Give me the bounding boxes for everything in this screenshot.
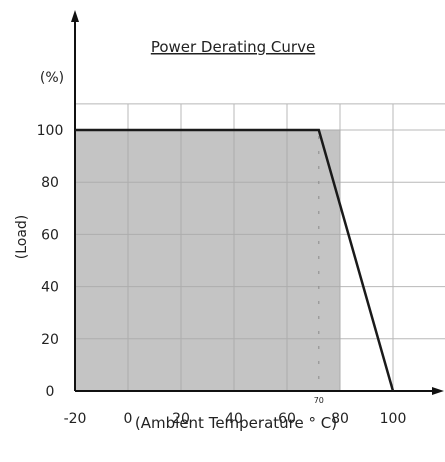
axes <box>71 10 444 395</box>
annotation-label: 70 <box>314 396 324 405</box>
x-tick-label: -20 <box>64 411 87 427</box>
y-tick-label: 100 <box>37 123 64 139</box>
annotations: 70 <box>314 396 324 405</box>
chart-title: Power Derating Curve <box>151 38 315 56</box>
x-tick-label: 60 <box>278 411 296 427</box>
shaded-region <box>75 129 341 391</box>
y-tick-label: 0 <box>46 384 55 400</box>
derating-line <box>75 128 395 392</box>
x-tick-label: 80 <box>331 411 349 427</box>
x-axis-label: (Ambient Temperature ° C) <box>135 414 337 432</box>
y-unit-label: (%) <box>40 70 64 86</box>
series <box>75 128 395 392</box>
y-axis-arrow <box>71 10 79 22</box>
tick-labels: -20 0 20 40 60 80 100 0 20 40 60 80 100 <box>37 123 407 427</box>
x-tick-label: 20 <box>172 411 190 427</box>
y-tick-label: 80 <box>41 175 59 191</box>
y-tick-label: 40 <box>41 280 59 296</box>
x-tick-label: 100 <box>380 411 407 427</box>
shaded-area <box>75 130 340 391</box>
y-axis-label: (Load) <box>14 215 30 260</box>
x-axis-arrow <box>432 387 444 395</box>
y-tick-label: 20 <box>41 332 59 348</box>
x-tick-label: 40 <box>225 411 243 427</box>
x-tick-label: 0 <box>124 411 133 427</box>
y-tick-label: 60 <box>41 227 59 243</box>
